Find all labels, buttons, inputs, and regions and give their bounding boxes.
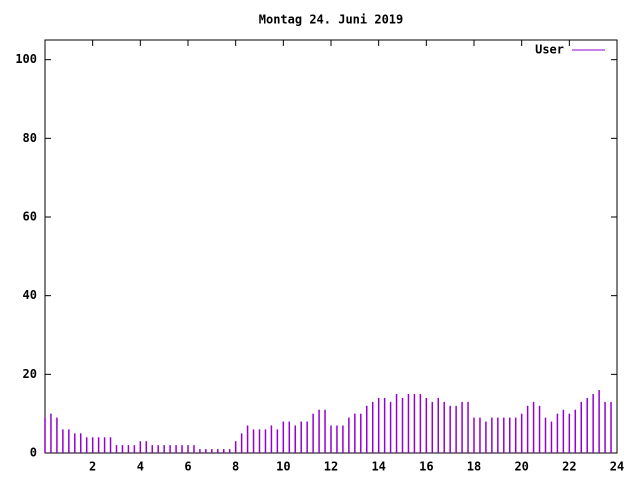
plot-frame (44, 39, 618, 454)
x-tick-label: 12 (324, 460, 338, 474)
y-tick-label: 40 (23, 288, 37, 302)
x-tick-label: 20 (514, 460, 528, 474)
legend-label: User (535, 43, 564, 57)
y-tick-label: 0 (30, 446, 37, 460)
y-tick-label: 100 (15, 52, 37, 66)
y-tick-label: 60 (23, 210, 37, 224)
x-tick-label: 2 (89, 460, 96, 474)
y-tick-label: 20 (23, 367, 37, 381)
y-tick-label: 80 (23, 131, 37, 145)
x-tick-label: 4 (137, 460, 144, 474)
x-tick-label: 10 (276, 460, 290, 474)
x-tick-label: 8 (232, 460, 239, 474)
x-tick-label: 16 (419, 460, 433, 474)
chart-title: Montag 24. Juni 2019 (259, 13, 404, 27)
x-tick-label: 18 (467, 460, 481, 474)
x-tick-label: 14 (371, 460, 385, 474)
x-tick-label: 6 (184, 460, 191, 474)
x-tick-label: 22 (562, 460, 576, 474)
x-tick-label: 24 (610, 460, 624, 474)
